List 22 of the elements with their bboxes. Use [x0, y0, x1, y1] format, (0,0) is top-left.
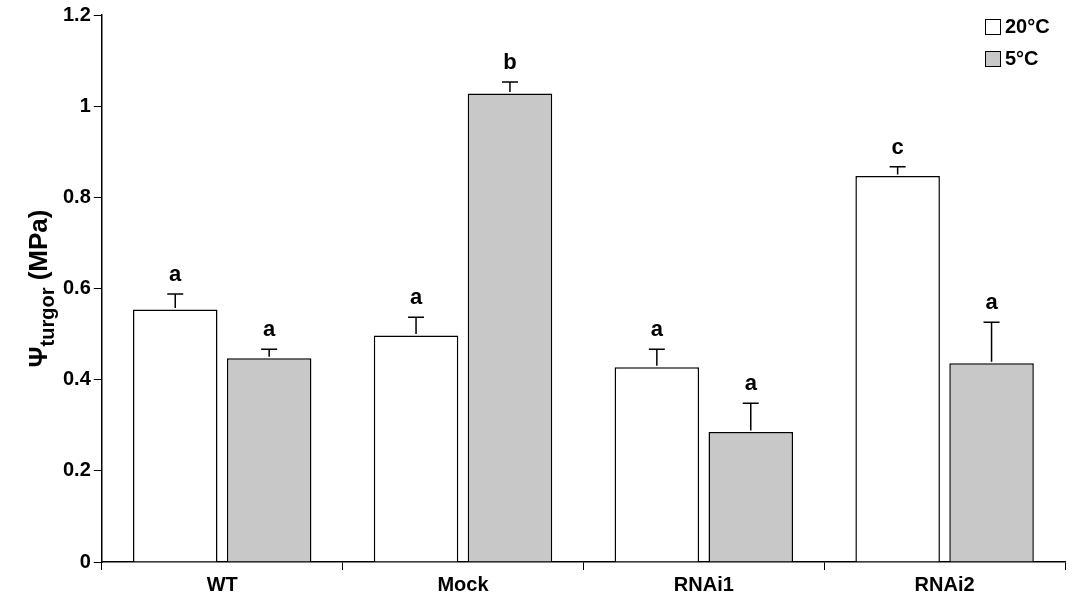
x-tick-label: RNAi2 [914, 572, 975, 595]
y-tick-label: 0.4 [62, 367, 92, 390]
annotation: a [169, 261, 183, 287]
legend-label: 5°C [1005, 46, 1039, 69]
annotation: a [650, 316, 664, 342]
x-tick-label: Mock [437, 572, 490, 595]
x-tick-label: RNAi1 [673, 572, 734, 595]
annotation: c [891, 133, 904, 159]
annotation: a [409, 284, 423, 310]
y-tick-label: 1.2 [62, 2, 91, 25]
annotation: a [744, 370, 758, 396]
annotation: a [263, 316, 277, 342]
annotation: b [503, 49, 517, 75]
annotation: a [985, 289, 999, 315]
y-axis-title: Ψturgor (MPa) [23, 209, 58, 368]
x-tick-label: WT [206, 572, 238, 595]
y-tick-label: 1 [79, 93, 91, 116]
y-tick-label: 0.2 [62, 458, 91, 481]
y-tick-label: 0.6 [62, 276, 91, 299]
y-tick-label: 0.8 [62, 184, 91, 207]
legend-label: 20°C [1005, 14, 1050, 37]
y-tick-label: 0 [79, 549, 91, 572]
